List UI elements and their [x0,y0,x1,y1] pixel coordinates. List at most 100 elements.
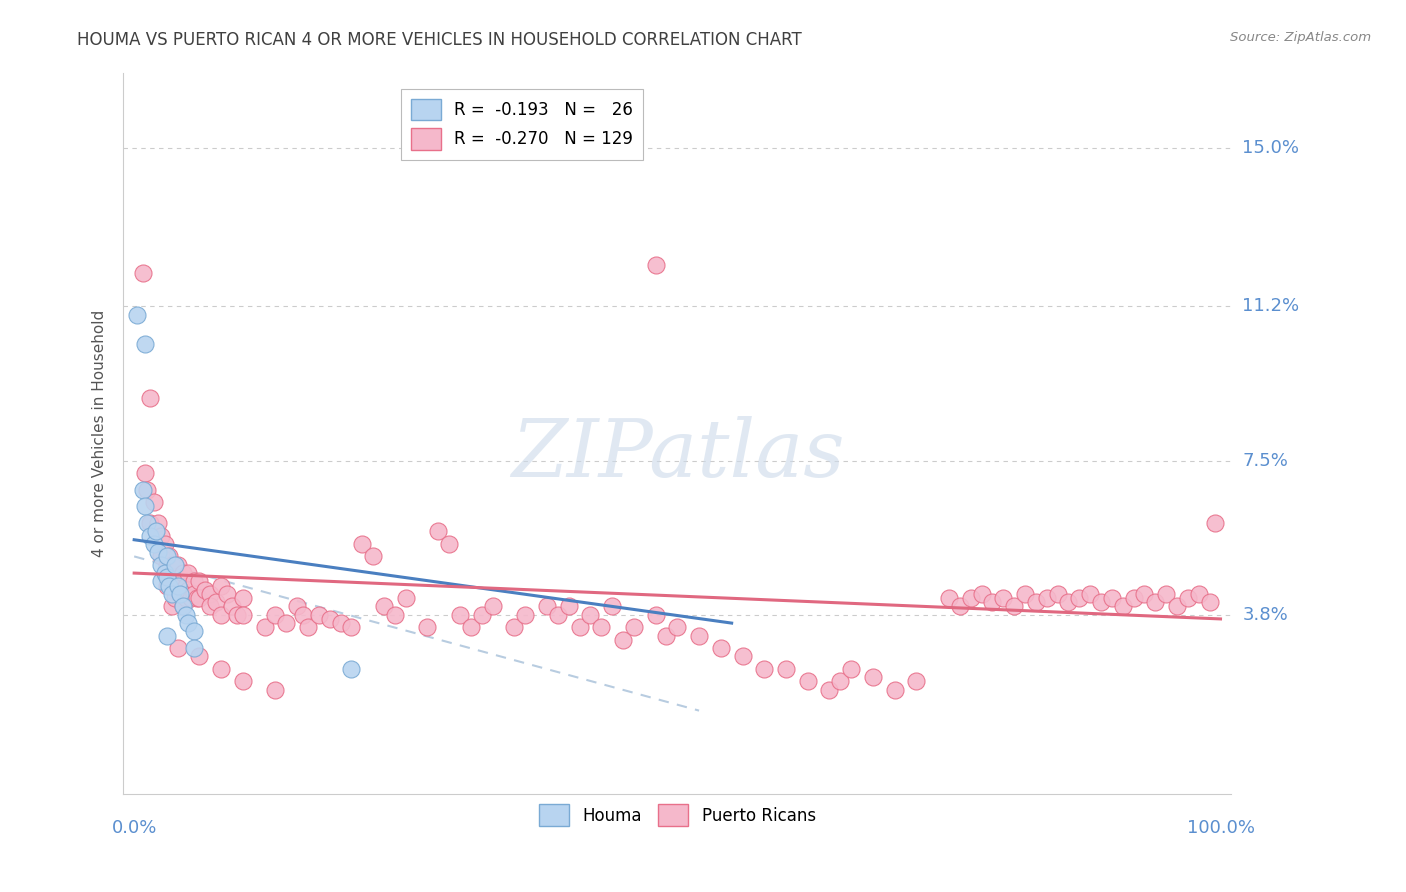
Point [139,516,162,530]
Text: ZIPatlas: ZIPatlas [510,417,844,494]
Point [127,308,149,322]
Point [796,674,818,689]
Point [134,466,156,480]
Point [340,620,363,634]
Point [536,599,558,614]
Point [883,682,905,697]
Point [1046,587,1069,601]
Point [905,674,928,689]
Legend: Houma, Puerto Ricans: Houma, Puerto Ricans [533,797,823,832]
Point [226,607,249,622]
Point [200,587,222,601]
Point [166,558,188,572]
Point [959,591,981,606]
Point [232,607,254,622]
Point [437,537,460,551]
Point [1057,595,1080,609]
Point [166,641,188,656]
Point [153,566,176,580]
Point [166,578,188,592]
Point [169,587,191,601]
Point [1002,599,1025,614]
Point [150,549,173,564]
Point [340,662,363,676]
Point [132,483,155,497]
Point [160,558,183,572]
Point [1101,591,1123,606]
Point [156,578,179,592]
Point [862,670,884,684]
Point [165,591,187,606]
Point [180,591,202,606]
Point [579,607,602,622]
Point [666,620,689,634]
Point [186,591,208,606]
Point [132,266,155,280]
Point [1204,516,1226,530]
Point [253,620,276,634]
Point [156,629,179,643]
Point [731,649,754,664]
Point [471,607,494,622]
Point [160,599,183,614]
Point [993,591,1015,606]
Point [156,558,179,572]
Point [150,574,173,589]
Point [1069,591,1091,606]
Point [177,582,200,597]
Point [156,549,179,564]
Point [644,258,666,272]
Point [291,607,314,622]
Point [1014,587,1036,601]
Point [156,570,179,584]
Point [150,528,173,542]
Point [1133,587,1156,601]
Text: 11.2%: 11.2% [1243,297,1299,316]
Text: 3.8%: 3.8% [1243,606,1288,624]
Point [157,578,180,592]
Point [183,587,205,601]
Point [134,500,156,514]
Point [361,549,384,564]
Point [655,629,678,643]
Point [142,537,165,551]
Point [176,607,198,622]
Point [449,607,471,622]
Point [165,570,187,584]
Point [818,682,841,697]
Point [1122,591,1144,606]
Point [1154,587,1177,601]
Point [547,607,569,622]
Point [200,599,222,614]
Point [188,649,211,664]
Point [830,674,852,689]
Point [204,595,226,609]
Point [460,620,482,634]
Point [352,537,374,551]
Point [139,528,162,542]
Point [276,616,298,631]
Point [1198,595,1220,609]
Point [172,582,194,597]
Point [157,566,180,580]
Point [981,595,1004,609]
Point [169,587,191,601]
Point [600,599,623,614]
Point [172,599,194,614]
Point [308,607,330,622]
Text: Source: ZipAtlas.com: Source: ZipAtlas.com [1230,31,1371,45]
Point [754,662,776,676]
Point [194,582,217,597]
Point [938,591,960,606]
Point [710,641,733,656]
Point [221,599,243,614]
Point [176,591,198,606]
Point [395,591,418,606]
Point [166,578,188,592]
Point [623,620,645,634]
Point [297,620,319,634]
Point [134,337,156,351]
Point [157,549,180,564]
Point [688,629,710,643]
Point [1144,595,1167,609]
